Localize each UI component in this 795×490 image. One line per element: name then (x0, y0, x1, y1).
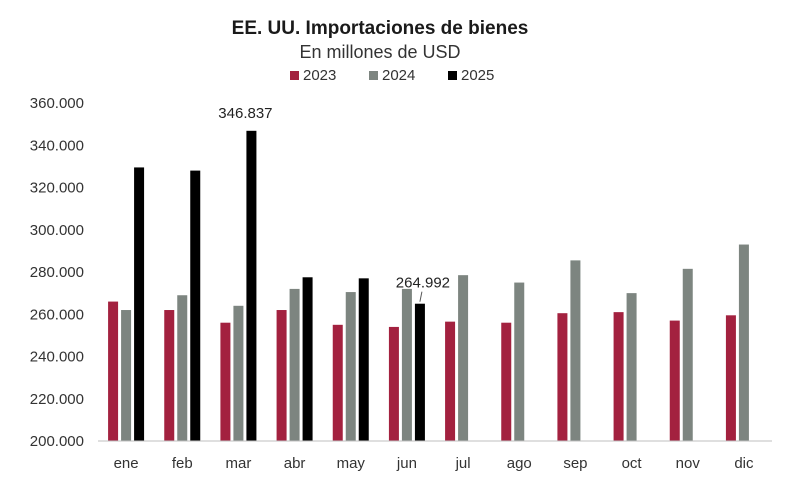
legend-swatch-2024 (369, 71, 378, 80)
bar-2024-ene (121, 310, 132, 441)
bar-2025-feb (190, 170, 201, 441)
bar-2025-may (358, 278, 369, 441)
data-labels: 346.837 264.992 (218, 105, 450, 302)
bar-2023-nov (669, 320, 680, 441)
x-tick-label: sep (563, 455, 587, 472)
x-tick-label: mar (225, 455, 251, 472)
bar-2023-feb (164, 310, 175, 441)
bar-2024-dic (738, 244, 749, 441)
x-tick-label: jun (396, 455, 417, 472)
legend: 2023 2024 2025 (290, 67, 494, 84)
y-tick-label: 320.000 (30, 180, 84, 197)
bar-2025-ene (134, 167, 145, 441)
bar-2024-nov (682, 268, 693, 441)
y-tick-label: 360.000 (30, 95, 84, 112)
bar-2023-jul (445, 321, 456, 441)
chart-subtitle: En millones de USD (299, 42, 460, 62)
y-tick-label: 280.000 (30, 264, 84, 281)
data-label-leader (419, 291, 423, 302)
legend-label-2023: 2023 (303, 67, 336, 84)
bar-2023-ago (501, 322, 512, 441)
chart-title: EE. UU. Importaciones de bienes (232, 18, 529, 39)
y-tick-label: 200.000 (30, 433, 84, 450)
x-tick-label: feb (172, 455, 193, 472)
bar-2025-abr (302, 277, 313, 441)
x-tick-label: jul (455, 455, 471, 472)
bar-2024-jun (401, 288, 412, 441)
x-tick-label: oct (622, 455, 643, 472)
x-tick-label: ene (114, 455, 139, 472)
x-tick-label: dic (734, 455, 754, 472)
bar-2023-oct (613, 312, 624, 441)
data-label-jun: 264.992 (396, 275, 450, 292)
x-axis: ene feb mar abr may jun jul ago sep oct nov dic (98, 440, 772, 472)
data-label-mar: 346.837 (218, 105, 272, 122)
y-tick-label: 220.000 (30, 391, 84, 408)
bar-2024-abr (289, 288, 300, 441)
bar-2024-feb (177, 295, 188, 441)
x-tick-label: abr (284, 455, 306, 472)
bar-2024-may (345, 292, 356, 441)
y-tick-label: 300.000 (30, 222, 84, 239)
bar-2023-may (332, 324, 343, 441)
bar-2023-ene (108, 301, 119, 441)
y-axis: 200.000 220.000 240.000 260.000 280.000 300.0… (30, 95, 84, 450)
bars (108, 130, 749, 442)
bar-2025-jun (414, 303, 425, 441)
bar-2024-sep (570, 260, 581, 441)
bar-2023-abr (276, 310, 287, 441)
bar-2024-ago (514, 282, 525, 441)
legend-label-2024: 2024 (382, 67, 415, 84)
bar-2023-sep (557, 313, 568, 441)
x-tick-label: nov (676, 455, 701, 472)
y-tick-label: 340.000 (30, 137, 84, 154)
bar-2024-jul (458, 275, 469, 441)
bar-2024-oct (626, 293, 637, 441)
bar-2023-jun (388, 326, 399, 441)
bar-2023-mar (220, 322, 231, 441)
bar-2023-dic (725, 315, 736, 441)
bar-2025-mar (246, 130, 257, 442)
bar-2024-mar (233, 305, 244, 441)
legend-swatch-2023 (290, 71, 299, 80)
y-tick-label: 240.000 (30, 349, 84, 366)
legend-label-2025: 2025 (461, 67, 494, 84)
y-tick-label: 260.000 (30, 306, 84, 323)
x-tick-label: may (337, 455, 366, 472)
x-tick-label: ago (507, 455, 532, 472)
legend-swatch-2025 (448, 71, 457, 80)
